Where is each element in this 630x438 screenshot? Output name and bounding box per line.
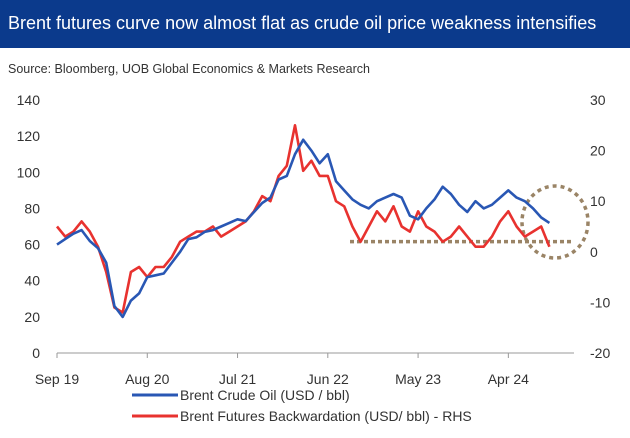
series-line-brent-crude — [56, 138, 551, 319]
y-left-tick-label: 0 — [32, 345, 40, 361]
y-left-tick-label: 80 — [24, 200, 40, 216]
y-right-tick-label: -20 — [590, 345, 610, 361]
y-left-tick-label: 60 — [24, 237, 40, 253]
title-banner: Brent futures curve now almost flat as c… — [0, 0, 630, 48]
y-left-tick-label: 40 — [24, 273, 40, 289]
y-left-tick-label: 140 — [17, 92, 41, 108]
y-left-tick-label: 120 — [17, 128, 41, 144]
y-right-tick-label: 0 — [590, 244, 598, 260]
chart-title: Brent futures curve now almost flat as c… — [8, 13, 597, 33]
y-right-tick-label: 10 — [590, 193, 606, 209]
x-tick-label: Apr 24 — [488, 371, 529, 387]
x-tick-label: Jun 22 — [307, 371, 349, 387]
highlight-circle-annotation — [520, 184, 590, 260]
x-tick-label: Sep 19 — [35, 371, 80, 387]
y-left-tick-label: 20 — [24, 309, 40, 325]
y-right-tick-label: 20 — [590, 143, 606, 159]
x-tick-label: May 23 — [395, 371, 441, 387]
y-right-tick-label: 30 — [590, 92, 606, 108]
legend-label-backwardation: Brent Futures Backwardation (USD/ bbl) -… — [180, 408, 472, 424]
x-tick-label: Aug 20 — [125, 371, 170, 387]
series-line-backwardation — [55, 124, 551, 314]
source-note: Source: Bloomberg, UOB Global Economics … — [8, 62, 370, 76]
y-left-tick-label: 100 — [17, 164, 41, 180]
y-right-tick-label: -10 — [590, 294, 610, 310]
x-tick-label: Jul 21 — [219, 371, 257, 387]
legend-label-brent: Brent Crude Oil (USD / bbl) — [180, 387, 350, 403]
